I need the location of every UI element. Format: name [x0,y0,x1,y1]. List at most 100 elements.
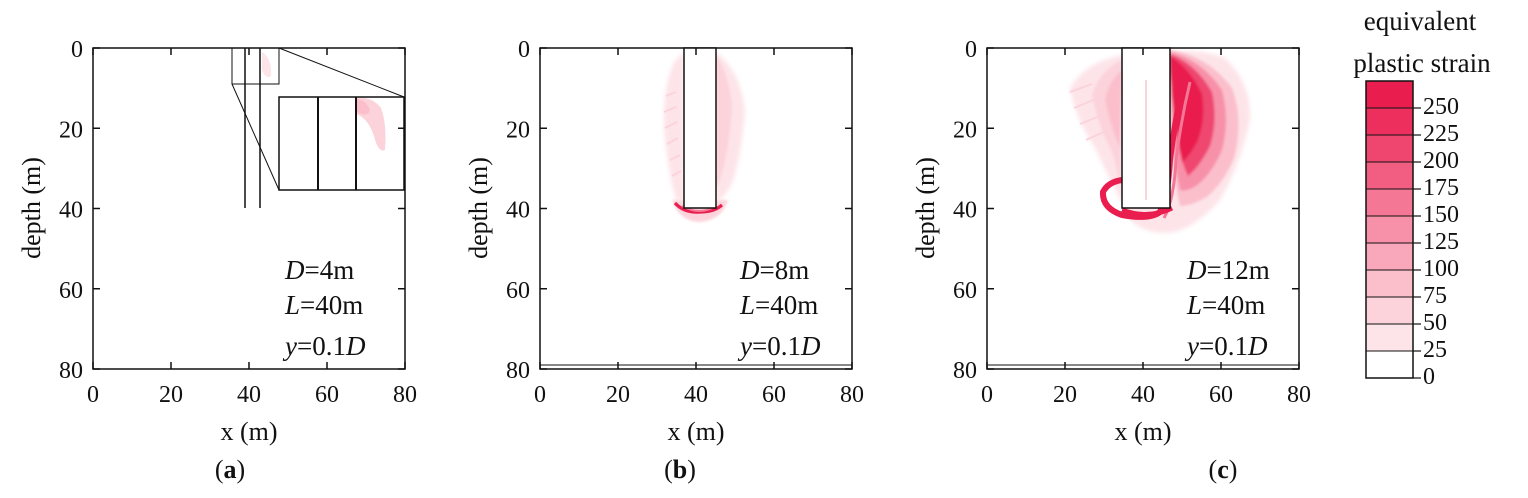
panel-b-label: (b) [664,455,696,484]
panel-b-strain-field [663,52,745,222]
colorbar-swatch [1365,134,1414,163]
panel-a-xtick-label: 20 [159,382,183,408]
panel-a-ytick-label: 40 [59,198,83,224]
panel-a-annotation-d: D=4m [284,255,354,285]
panel-c-xtick-label: 0 [981,382,993,408]
panel-c-strain-left-lobe [1092,60,1122,190]
panel-b-annotation-y: y=0.1D [737,331,821,361]
panel-a-ylabel: depth (m) [17,157,46,259]
panel-b-xtick-label: 60 [762,382,786,408]
colorbar-title-line1: equivalent [1364,6,1477,36]
panel-c-ytick-label: 80 [953,358,977,384]
colorbar-swatch [1365,107,1414,136]
panel-a-annotation-y: y=0.1D [282,331,366,361]
panel-a-xtick-label: 80 [393,382,417,408]
panel-c-strain-hatch [1069,83,1107,141]
colorbar-tick-label: 125 [1423,229,1459,255]
panel-a-strain-zone-small [262,52,272,78]
panel-c-xtick-label: 60 [1209,382,1233,408]
panel-b-strain-hatch [663,91,682,177]
panel-c-ylabel: depth (m) [911,157,940,259]
colorbar-swatch [1365,80,1414,109]
colorbar-tick-label: 25 [1423,337,1447,363]
panel-c-annotation-d: D=12m [1186,255,1270,285]
colorbar: equivalent plastic strain 02550751001251… [1353,6,1491,390]
panel-a-xlabel: x (m) [220,417,277,446]
panel-b-xtick-label: 0 [534,382,546,408]
panel-c-annotation-y: y=0.1D [1184,331,1268,361]
colorbar-tick-label: 50 [1423,310,1447,336]
panel-a-zoom-inset-box [278,96,405,191]
colorbar-tick-label: 175 [1423,175,1459,201]
panel-c-ytick-label: 20 [953,117,977,143]
panel-c-xtick-label: 40 [1131,382,1155,408]
colorbar-tick-label: 200 [1423,148,1459,174]
panel-c-ytick-label: 40 [953,198,977,224]
panel-a-label: (a) [215,455,245,484]
panel-a-ytick-label: 80 [59,358,83,384]
panel-a-zoom-source-box [231,47,280,85]
colorbar-swatch [1365,269,1414,298]
colorbar-swatch [1365,242,1414,271]
colorbar-swatch [1365,323,1414,352]
colorbar-swatch [1365,215,1414,244]
panel-c-ytick-label: 0 [965,37,977,63]
panel-a-strain-field [262,52,386,151]
panel-b-xtick-label: 80 [840,382,864,408]
panel-c-annotation-l: L=40m [1186,290,1265,320]
panel-c-label: (c) [1209,455,1238,484]
panel-a-xtick-label: 40 [237,382,261,408]
panel-b-ytick-label: 0 [518,37,530,63]
panel-a-zoom-strain-core [357,99,370,115]
panel-b-ytick-label: 60 [506,278,530,304]
panel-a-xtick-label: 60 [315,382,339,408]
panel-b-xlabel: x (m) [667,417,724,446]
panel-a-ytick-label: 0 [71,37,83,63]
panel-b-ytick-label: 20 [506,117,530,143]
panel-b-annotation-l: L=40m [739,290,818,320]
panel-c-strain-right-lobe [1170,50,1239,206]
colorbar-swatch [1365,161,1414,190]
panel-a-xtick-label: 0 [87,382,99,408]
colorbar-tick-label: 250 [1423,94,1459,120]
colorbar-swatch [1365,296,1414,325]
colorbar-title-line2: plastic strain [1353,48,1491,78]
panel-b-pile [683,47,717,209]
colorbar-tick-label: 100 [1423,256,1459,282]
panel-a-plot-frame [92,47,406,370]
colorbar-tick-label: 150 [1423,202,1459,228]
panel-c-ytick-label: 60 [953,278,977,304]
panel-a-zoom-connector-2 [231,83,280,191]
panel-b-xtick-label: 40 [684,382,708,408]
colorbar-frame [1365,80,1414,379]
colorbar-swatch [1365,188,1414,217]
panel-c-strain-tip-band [1121,205,1174,217]
panel-a-zoom-connector-1 [278,47,405,98]
panel-b-ylabel: depth (m) [464,157,493,259]
panel-b-ytick-label: 40 [506,198,530,224]
panel-b-xtick-label: 20 [606,382,630,408]
panel-b-annotation-d: D=8m [739,255,809,285]
panel-a-annotation-l: L=40m [284,290,363,320]
panel-a-ytick-label: 60 [59,278,83,304]
colorbar-tick-label: 225 [1423,121,1459,147]
panel-b-ytick-label: 80 [506,358,530,384]
colorbar-swatches [1365,80,1414,379]
panel-c-xlabel: x (m) [1114,417,1171,446]
panel-b-strain-right-band [716,55,732,188]
panel-c-xtick-label: 20 [1053,382,1077,408]
colorbar-swatch [1365,350,1414,379]
colorbar-tick-label: 0 [1423,364,1435,390]
panel-c-xtick-label: 80 [1287,382,1311,408]
panel-a-ytick-label: 20 [59,117,83,143]
colorbar-tick-label: 75 [1423,283,1447,309]
